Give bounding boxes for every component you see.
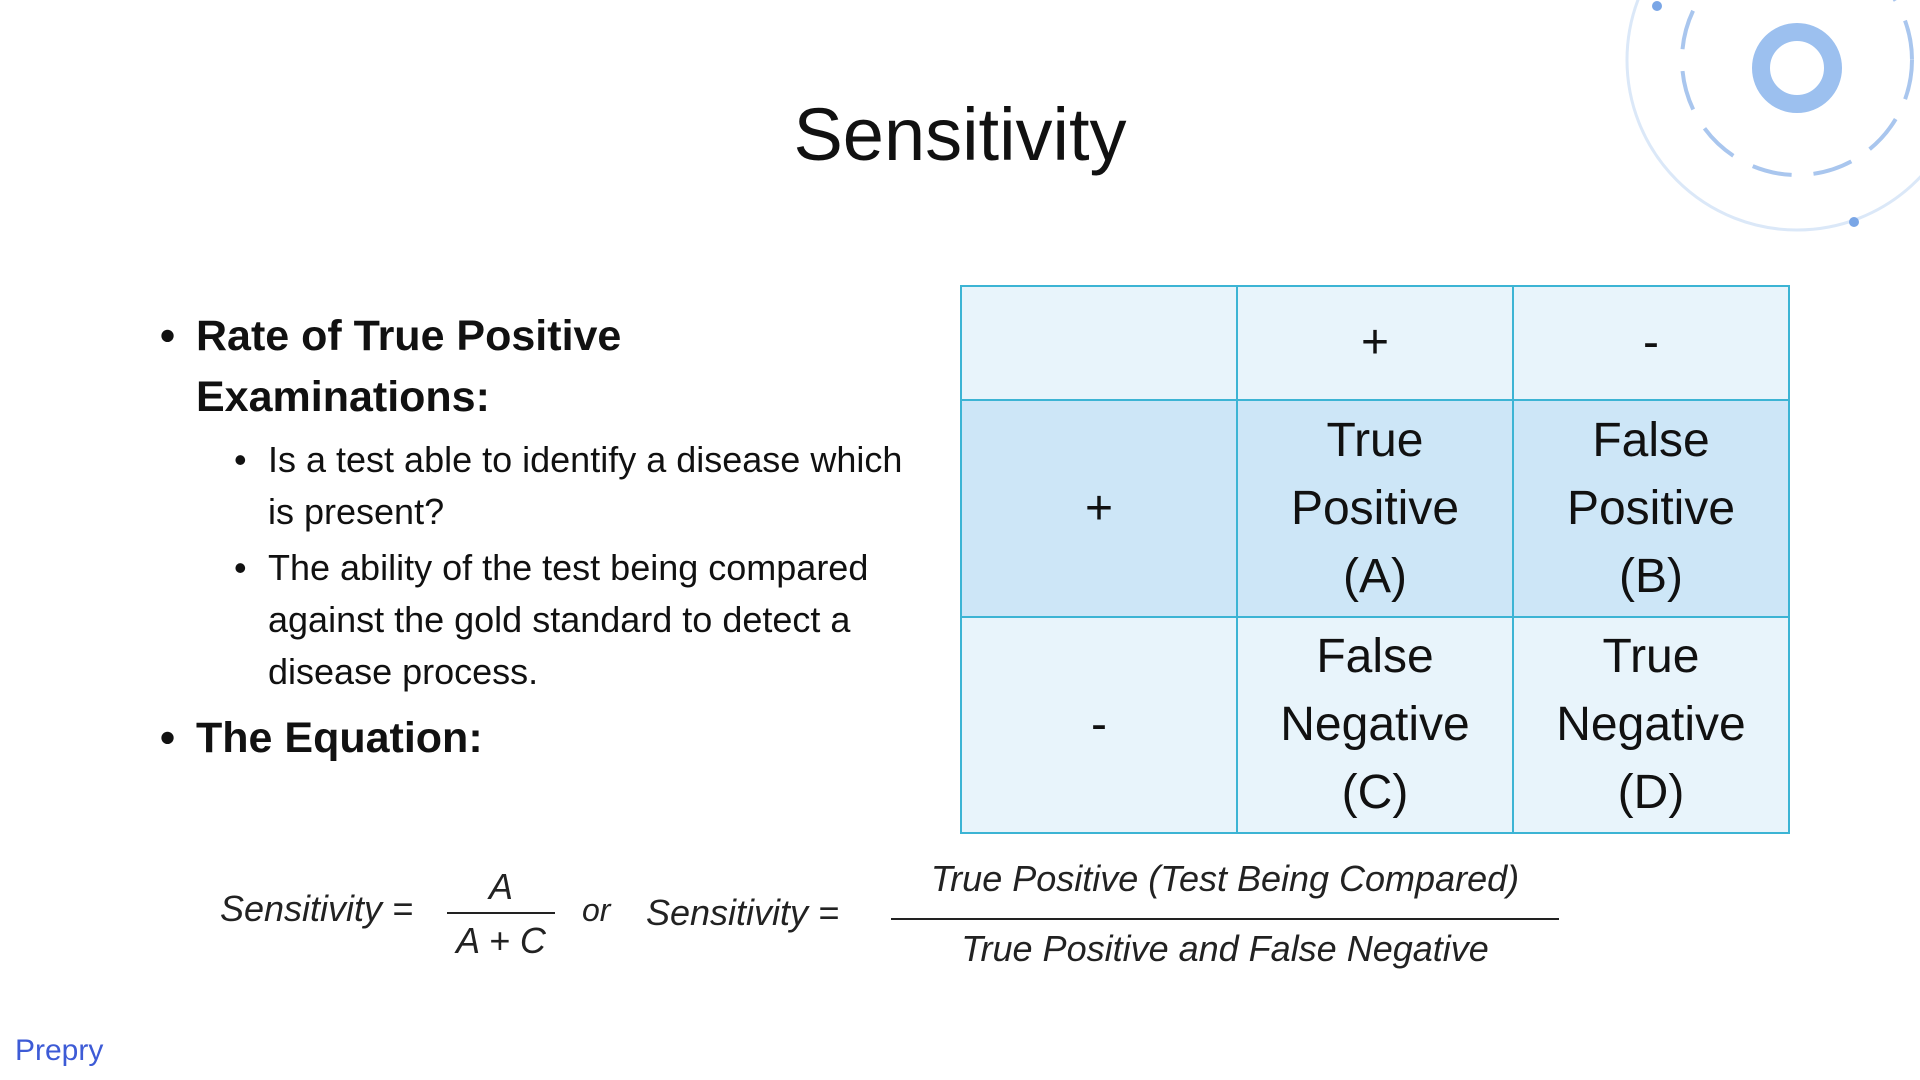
table-cell [960, 285, 1238, 401]
numerator: True Positive (Test Being Compared) [930, 858, 1520, 899]
denominator: True Positive and False Negative [961, 928, 1489, 969]
table-cell: False Negative (C) [1236, 616, 1514, 834]
table-cell: + [960, 399, 1238, 618]
cell-text: True Negative (D) [1556, 630, 1746, 819]
ring [1752, 23, 1842, 113]
table-row: - False Negative (C) True Negative (D) [960, 616, 1790, 834]
table-cell: False Positive (B) [1512, 399, 1790, 618]
dot [1652, 1, 1662, 11]
table-cell: - [1512, 285, 1790, 401]
ring [1680, 0, 1914, 177]
cell-text: - [1091, 698, 1107, 751]
bullet-list: Rate of True Positive Examinations: Is a… [160, 306, 916, 769]
sub-bullet: Is a test able to identify a disease whi… [234, 434, 916, 538]
decoration [1625, 0, 1920, 232]
cell-text: True Positive (A) [1290, 413, 1460, 603]
numerator: A [488, 866, 513, 907]
title: Sensitivity [793, 93, 1127, 176]
fraction-bar [447, 912, 555, 914]
cell-text: + [1360, 316, 1390, 369]
table-cell: True Negative (D) [1512, 616, 1790, 834]
ring [1625, 0, 1920, 232]
sub-bullet: The ability of the test being compared a… [234, 542, 916, 698]
table-cell: True Positive (A) [1236, 399, 1514, 618]
cell-text: False Positive (B) [1566, 413, 1736, 603]
dot [1849, 217, 1859, 227]
equation-label: Sensitivity = [646, 892, 840, 933]
bullet: Rate of True Positive Examinations: [196, 312, 622, 421]
bullet: The Equation: [196, 714, 483, 762]
cell-text: + [1084, 481, 1114, 535]
table: + - + True Positive (A) False Positive (B) - F… [960, 285, 1790, 834]
footer: Prepry [15, 1034, 104, 1067]
table-cell: - [960, 616, 1238, 834]
cell-text: - [1643, 316, 1659, 369]
equation-label: Sensitivity = [220, 888, 414, 929]
joiner: or [582, 892, 611, 928]
table-cell: + [1236, 285, 1514, 401]
table-row: + True Positive (A) False Positive (B) [960, 399, 1790, 618]
fraction-bar [891, 918, 1559, 920]
denominator: A + C [456, 920, 546, 961]
table-row: + - [960, 285, 1790, 401]
cell-text: False Negative (C) [1280, 630, 1470, 819]
